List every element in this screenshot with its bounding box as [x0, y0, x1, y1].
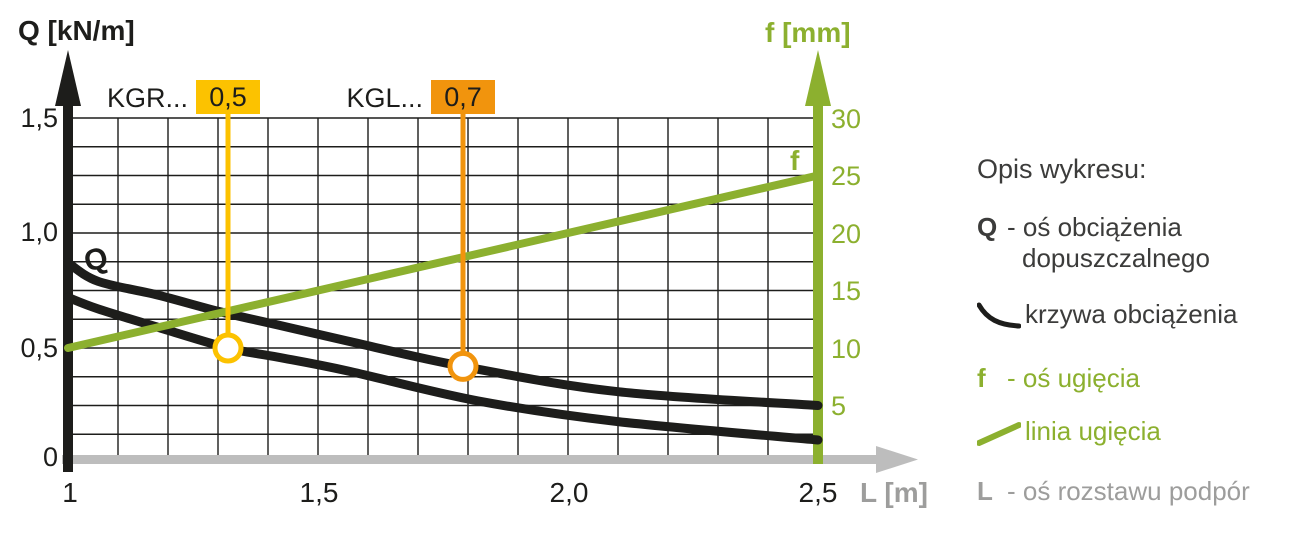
load-curve-0 — [63, 258, 823, 410]
f-axis-arrow — [805, 50, 831, 106]
load-curve-1 — [63, 292, 823, 445]
deflection-line — [64, 171, 822, 352]
q-tick-1_5: 1,5 — [20, 103, 58, 133]
f-axis-bar — [813, 98, 823, 464]
legend-text-q-line2: dopuszczalnego — [1022, 243, 1210, 273]
q-axis — [55, 50, 81, 472]
q-tick-0_5: 0,5 — [20, 333, 58, 363]
l-axis-bar — [62, 455, 876, 464]
legend-item-l-axis: L - oś rozstawu podpór — [977, 476, 1250, 507]
legend-text-l-axis: - oś rozstawu podpór — [1007, 476, 1250, 506]
f-axis — [805, 50, 831, 464]
legend-symbol-q: Q — [977, 212, 998, 242]
marker-circle — [447, 350, 479, 382]
f-tick-10: 10 — [831, 334, 861, 364]
legend-item-deflection-line: linia ugięcia — [976, 416, 1161, 455]
kgr-badge-value: 0,5 — [209, 82, 247, 112]
q-tick-1_0: 1,0 — [20, 217, 58, 247]
kgr-label: KGR... — [107, 83, 188, 113]
kgl-badge — [431, 80, 495, 114]
q-axis-title: Q [kN/m] — [18, 15, 135, 46]
l-axis-title: L [m] — [860, 477, 928, 508]
chart-canvas: KGR... 0,5 KGL... 0,7 Q [kN/m] f [mm] L … — [18, 15, 928, 508]
series-lines — [63, 171, 823, 445]
f-line-label: f — [790, 145, 800, 176]
marker-circle — [212, 332, 244, 364]
kgl-label: KGL... — [346, 83, 423, 113]
legend-title: Opis wykresu: — [977, 154, 1147, 184]
f-tick-15: 15 — [831, 276, 861, 306]
q-tick-0: 0 — [43, 442, 58, 472]
legend: Opis wykresu: Q - oś obciążenia dopuszcz… — [976, 0, 1297, 553]
load-curve-icon — [976, 301, 1022, 338]
deflection-line-icon — [976, 418, 1022, 455]
q-axis-bar — [63, 98, 73, 472]
l-tick-1_5: 1,5 — [300, 477, 339, 508]
f-tick-30: 30 — [831, 104, 861, 134]
legend-text-deflection-line: linia ugięcia — [1025, 416, 1161, 446]
legend-symbol-l: L — [977, 476, 993, 506]
legend-text-f-axis: - oś ugięcia — [1007, 363, 1140, 393]
f-tick-25: 25 — [831, 161, 861, 191]
legend-text-load-curve: krzywa obciążenia — [1025, 299, 1238, 329]
kgl-badge-value: 0,7 — [444, 82, 482, 112]
f-tick-20: 20 — [831, 219, 861, 249]
legend-item-load-curve: krzywa obciążenia — [976, 299, 1238, 338]
legend-symbol-f: f — [977, 363, 986, 393]
markers — [212, 114, 479, 382]
legend-text-q-line1: - oś obciążenia — [1007, 212, 1182, 242]
l-tick-1: 1 — [62, 477, 78, 508]
legend-item-q-axis: Q - oś obciążenia dopuszczalnego — [977, 212, 1210, 274]
f-axis-title: f [mm] — [765, 17, 851, 48]
kgr-badge — [196, 80, 260, 114]
l-tick-2_5: 2,5 — [799, 477, 838, 508]
l-axis-arrow — [876, 446, 918, 473]
l-axis — [62, 446, 918, 473]
legend-item-f-axis: f - oś ugięcia — [977, 363, 1140, 394]
l-tick-2_0: 2,0 — [550, 477, 589, 508]
f-tick-5: 5 — [831, 391, 846, 421]
load-deflection-chart: KGR... 0,5 KGL... 0,7 Q [kN/m] f [mm] L … — [18, 15, 928, 508]
grid-lines — [68, 117, 818, 463]
q-axis-arrow — [55, 50, 81, 106]
